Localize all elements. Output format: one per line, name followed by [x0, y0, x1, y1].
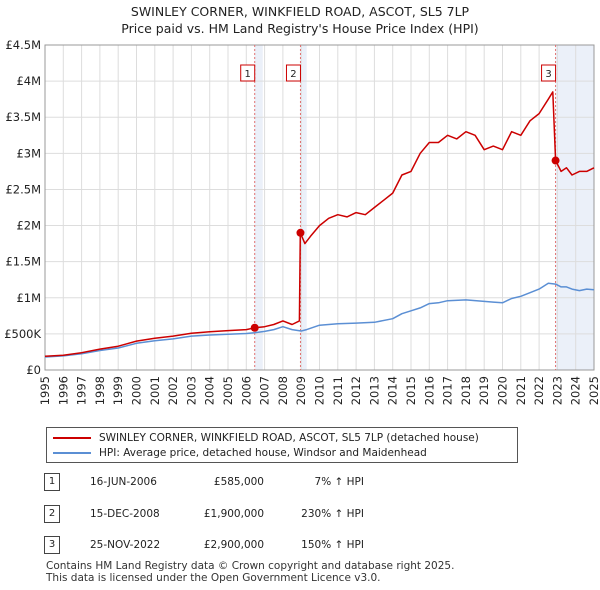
x-tick-label: 2019 [477, 376, 491, 405]
y-tick-label: £2M [16, 219, 41, 233]
transaction-date: 16-JUN-2006 [90, 476, 157, 488]
y-tick-label: £3M [16, 146, 41, 160]
transaction-date: 15-DEC-2008 [90, 508, 160, 520]
legend-swatch-hpi [53, 452, 91, 454]
x-tick-label: 2002 [166, 376, 180, 405]
transaction-point [551, 156, 560, 165]
transaction-label-text: 2 [290, 69, 296, 80]
transaction-hpi-change: 230% ↑ HPI [301, 508, 364, 520]
transaction-hpi-change: 150% ↑ HPI [301, 539, 364, 551]
shaded-region [300, 45, 307, 370]
transaction-date: 25-NOV-2022 [90, 539, 161, 551]
x-tick-label: 2005 [221, 376, 235, 405]
y-tick-label: £1.5M [5, 255, 41, 269]
transaction-price: £585,000 [213, 476, 264, 488]
x-tick-label: 2001 [148, 376, 162, 405]
title-line-1: SWINLEY CORNER, WINKFIELD ROAD, ASCOT, S… [130, 4, 470, 19]
x-tick-label: 2018 [459, 376, 473, 405]
transaction-label-box [285, 64, 301, 82]
x-tick-label: 2022 [532, 376, 546, 405]
transaction-number: 1 [44, 473, 60, 491]
x-tick-label: 2011 [331, 376, 345, 405]
footer-line-2: This data is licensed under the Open Gov… [46, 572, 381, 584]
x-tick-label: 2015 [404, 376, 418, 405]
x-tick-label: 2020 [496, 376, 510, 405]
y-tick-label: £1M [16, 291, 41, 305]
x-tick-label: 2023 [550, 376, 564, 405]
title-line-2: Price paid vs. HM Land Registry's House … [121, 21, 479, 36]
x-tick-label: 2014 [386, 376, 400, 405]
price-chart: £0 £500K £1M £1.5M £2M £2.5M £3M £3.5M £4M £4.5M 1… [4, 38, 600, 405]
y-tick-label: £4.5M [5, 38, 41, 52]
x-tick-label: 2021 [514, 376, 528, 405]
x-tick-label: 2008 [276, 376, 290, 405]
y-tick-label: £2.5M [5, 182, 41, 196]
x-tick-label: 2003 [184, 376, 198, 405]
x-tick-label: 1998 [93, 376, 107, 405]
x-tick-label: 2016 [422, 376, 436, 405]
x-tick-label: 2007 [258, 376, 272, 405]
x-tick-label: 2012 [349, 376, 363, 405]
shaded-region [555, 45, 594, 370]
x-tick-label: 2000 [130, 376, 144, 405]
y-tick-label: £3.5M [5, 110, 41, 124]
shaded-region [254, 45, 263, 370]
y-tick-label: £0 [26, 363, 41, 377]
transaction-point [250, 323, 259, 332]
plot-border [44, 44, 595, 371]
footer-line-1: Contains HM Land Registry data © Crown c… [46, 560, 455, 572]
legend-label-hpi: HPI: Average price, detached house, Wind… [99, 447, 427, 459]
transaction-label-text: 3 [545, 69, 551, 80]
chart-title: SWINLEY CORNER, WINKFIELD ROAD, ASCOT, S… [0, 3, 600, 37]
transaction-price: £1,900,000 [203, 508, 264, 520]
series-line-property [44, 91, 595, 358]
footer: Contains HM Land Registry data © Crown c… [46, 560, 454, 584]
x-tick-label: 1996 [56, 376, 70, 405]
transaction-point [296, 228, 305, 237]
x-tick-label: 2013 [367, 376, 381, 405]
transaction-label: 1 [240, 64, 256, 82]
x-tick-label: 2025 [587, 376, 600, 405]
transaction-number: 3 [44, 536, 60, 554]
transaction-label-box [541, 64, 557, 82]
transaction-label-text: 1 [245, 69, 251, 80]
chart-legend: SWINLEY CORNER, WINKFIELD ROAD, ASCOT, S… [46, 427, 518, 463]
y-tick-label: £4M [16, 74, 41, 88]
transaction-price: £2,900,000 [203, 539, 264, 551]
series-line-hpi [44, 282, 595, 358]
transaction-number: 2 [44, 505, 60, 523]
x-tick-label: 2024 [569, 376, 583, 405]
legend-swatch-property [53, 437, 91, 439]
transaction-label: 3 [541, 64, 557, 82]
x-tick-label: 2004 [203, 376, 217, 405]
x-tick-label: 2006 [239, 376, 253, 405]
x-tick-label: 2009 [294, 376, 308, 405]
x-tick-label: 1999 [111, 376, 125, 405]
x-tick-label: 1995 [38, 376, 52, 405]
transaction-hpi-change: 7% ↑ HPI [314, 476, 364, 488]
y-tick-label: £500K [4, 327, 41, 341]
transaction-label-box [240, 64, 256, 82]
legend-label-property: SWINLEY CORNER, WINKFIELD ROAD, ASCOT, S… [99, 432, 479, 444]
x-tick-label: 1997 [75, 376, 89, 405]
x-tick-label: 2017 [441, 376, 455, 405]
x-tick-label: 2010 [313, 376, 327, 405]
transaction-label: 2 [285, 64, 301, 82]
